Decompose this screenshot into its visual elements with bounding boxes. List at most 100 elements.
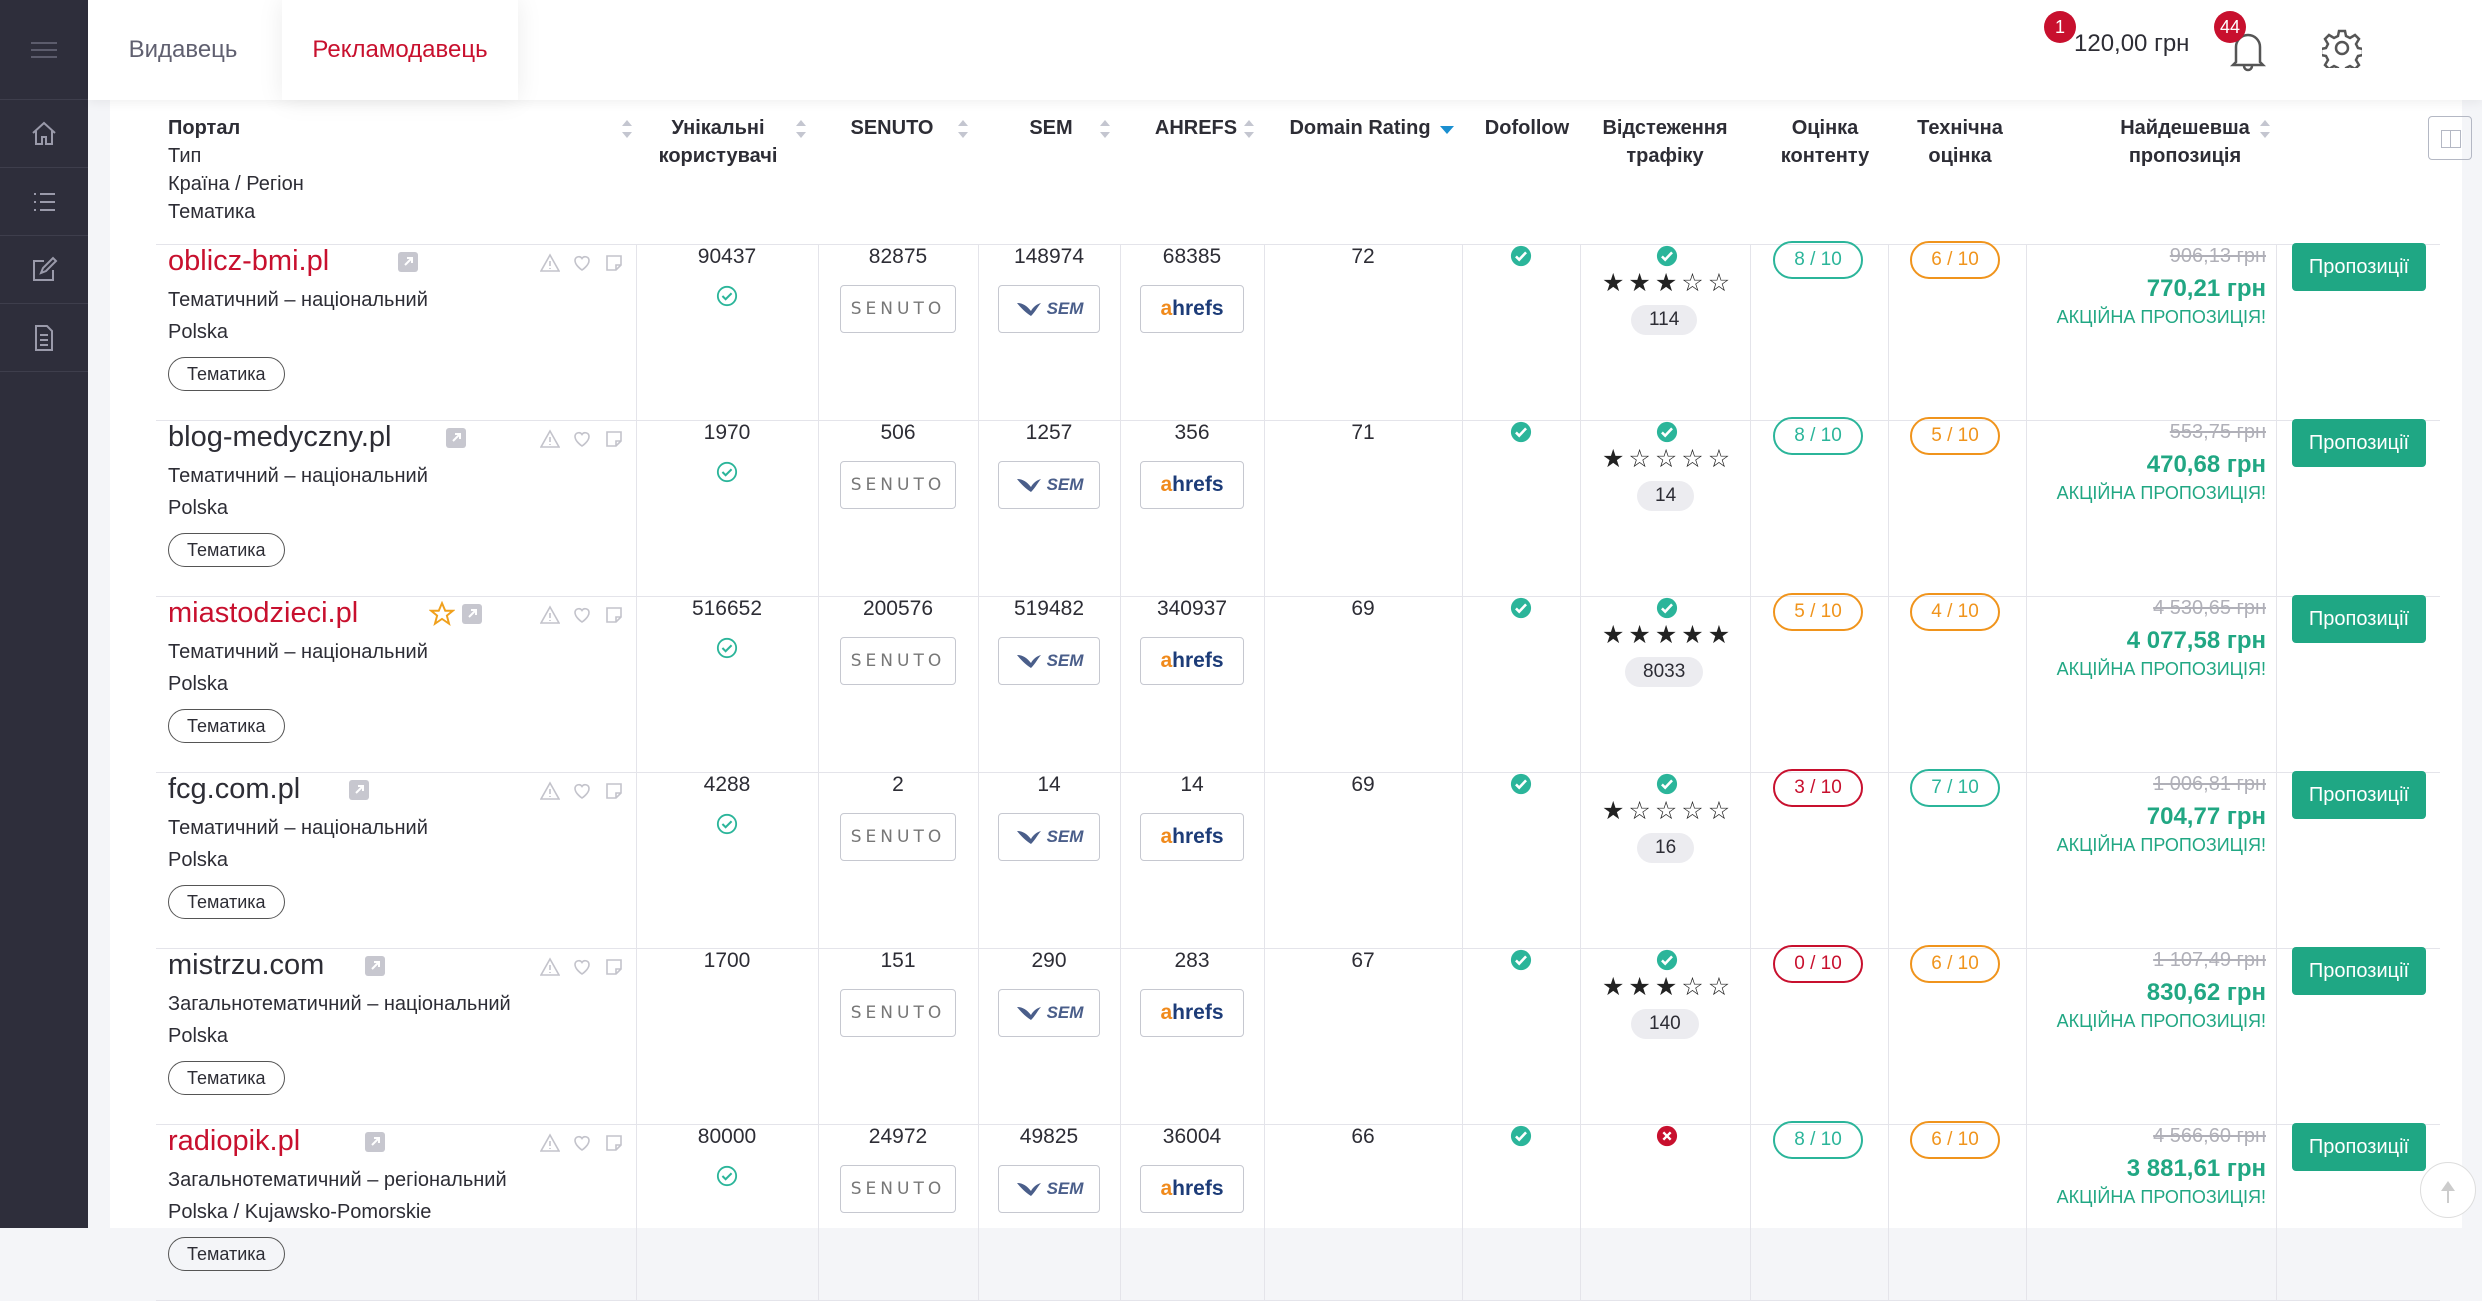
offers-button[interactable]: Пропозиції [2292, 243, 2426, 291]
tab-advertiser[interactable]: Рекламодавець [282, 0, 518, 100]
offers-button[interactable]: Пропозиції [2292, 595, 2426, 643]
senuto-logo-link[interactable]: SENUTO [840, 813, 956, 861]
note-icon[interactable] [604, 781, 624, 806]
favorite-heart-icon[interactable] [572, 253, 592, 278]
favorite-heart-icon[interactable] [572, 429, 592, 454]
sem-logo-link[interactable]: SEM [998, 461, 1100, 509]
sidebar-item-home[interactable] [0, 100, 88, 168]
star-favorite-icon[interactable] [428, 600, 456, 632]
sort-users-icon[interactable] [796, 120, 806, 138]
report-warning-icon[interactable] [539, 253, 561, 278]
sort-active-icon[interactable] [1440, 126, 1454, 134]
sidebar-item-list[interactable] [0, 168, 88, 236]
topic-tag[interactable]: Тематика [168, 1237, 285, 1271]
ahrefs-logo-link[interactable]: ahrefs [1140, 1165, 1244, 1213]
topic-tag[interactable]: Тематика [168, 1061, 285, 1095]
report-warning-icon[interactable] [539, 1133, 561, 1158]
sem-value: 148974 [1013, 245, 1085, 268]
col-sem[interactable]: SEM [1029, 117, 1073, 139]
column-divider [2276, 597, 2277, 772]
col-senuto[interactable]: SENUTO [850, 117, 934, 139]
portal-domain-link[interactable]: miastodzieci.pl [168, 597, 359, 629]
report-warning-icon[interactable] [539, 605, 561, 630]
ahrefs-logo-link[interactable]: ahrefs [1140, 813, 1244, 861]
col-cheapest[interactable]: Найдешевша пропозиція [2120, 117, 2250, 167]
report-warning-icon[interactable] [539, 429, 561, 454]
ahrefs-logo-a: a [1160, 649, 1173, 672]
balance[interactable]: 120,00 грн [2074, 30, 2190, 57]
topic-tag[interactable]: Тематика [168, 885, 285, 919]
col-traffic[interactable]: Відстеження трафіку [1602, 117, 1728, 167]
external-link-icon[interactable] [397, 251, 419, 278]
col-ahrefs[interactable]: AHREFS [1154, 117, 1238, 139]
note-icon[interactable] [604, 253, 624, 278]
sort-sem-icon[interactable] [1100, 120, 1110, 138]
sort-senuto-icon[interactable] [958, 120, 968, 138]
report-warning-icon[interactable] [539, 957, 561, 982]
tech-score-badge: 6 / 10 [1910, 1121, 2000, 1159]
note-icon[interactable] [604, 957, 624, 982]
sort-ahrefs-icon[interactable] [1244, 120, 1254, 138]
portal-domain-link[interactable]: fcg.com.pl [168, 773, 301, 805]
external-link-icon[interactable] [364, 1131, 386, 1158]
column-divider [1750, 421, 1751, 596]
topic-tag[interactable]: Тематика [168, 709, 285, 743]
favorite-heart-icon[interactable] [572, 957, 592, 982]
offers-button[interactable]: Пропозиції [2292, 771, 2426, 819]
external-link-icon[interactable] [348, 779, 370, 806]
menu-toggle-button[interactable] [0, 0, 88, 100]
column-divider [1580, 773, 1581, 948]
topic-tag[interactable]: Тематика [168, 533, 285, 567]
settings-button[interactable] [2319, 28, 2365, 75]
col-tech-score[interactable]: Технічна оцінка [1917, 117, 2003, 167]
col-portal[interactable]: Портал Тип Країна / Регіон Тематика [168, 114, 304, 226]
note-icon[interactable] [604, 1133, 624, 1158]
senuto-logo-link[interactable]: SENUTO [840, 461, 956, 509]
star-filled-icon: ★ [1654, 973, 1678, 1001]
sidebar-item-document[interactable] [0, 304, 88, 372]
column-settings-button[interactable] [2428, 116, 2472, 160]
portal-domain-link[interactable]: mistrzu.com [168, 949, 325, 981]
report-warning-icon[interactable] [539, 781, 561, 806]
topic-tag[interactable]: Тематика [168, 357, 285, 391]
portal-domain-link[interactable]: oblicz-bmi.pl [168, 245, 330, 277]
portal-domain-link[interactable]: blog-medyczny.pl [168, 421, 392, 453]
sem-logo-link[interactable]: SEM [998, 637, 1100, 685]
tab-publisher[interactable]: Видавець [128, 36, 238, 63]
external-link-icon[interactable] [445, 427, 467, 454]
sem-logo-link[interactable]: SEM [998, 989, 1100, 1037]
sem-logo-link[interactable]: SEM [998, 813, 1100, 861]
star-empty-icon: ☆ [1681, 269, 1704, 297]
offers-button[interactable]: Пропозиції [2292, 1123, 2426, 1171]
col-domain-rating[interactable]: Domain Rating [1289, 117, 1431, 139]
sem-logo-link[interactable]: SEM [998, 285, 1100, 333]
col-unique-users[interactable]: Унікальні користувачі [658, 117, 778, 167]
favorite-heart-icon[interactable] [572, 605, 592, 630]
note-icon[interactable] [604, 605, 624, 630]
col-content-score[interactable]: Оцінка контенту [1780, 117, 1870, 167]
senuto-logo-link[interactable]: SENUTO [840, 637, 956, 685]
table-row: fcg.com.pl Тематичний – національний Polsk… [156, 769, 2440, 949]
sort-portal-icon[interactable] [622, 120, 632, 138]
external-link-icon[interactable] [364, 955, 386, 982]
ahrefs-logo-link[interactable]: ahrefs [1140, 989, 1244, 1037]
offers-button[interactable]: Пропозиції [2292, 419, 2426, 467]
ahrefs-logo-link[interactable]: ahrefs [1140, 285, 1244, 333]
scroll-top-button[interactable] [2420, 1162, 2476, 1218]
ahrefs-logo-link[interactable]: ahrefs [1140, 637, 1244, 685]
senuto-logo-link[interactable]: SENUTO [840, 1165, 956, 1213]
ahrefs-logo-link[interactable]: ahrefs [1140, 461, 1244, 509]
sem-logo-link[interactable]: SEM [998, 1165, 1100, 1213]
external-link-icon[interactable] [461, 603, 483, 630]
senuto-logo-link[interactable]: SENUTO [840, 989, 956, 1037]
portal-domain-link[interactable]: radiopik.pl [168, 1125, 301, 1157]
favorite-heart-icon[interactable] [572, 781, 592, 806]
favorite-heart-icon[interactable] [572, 1133, 592, 1158]
note-icon[interactable] [604, 429, 624, 454]
senuto-logo-link[interactable]: SENUTO [840, 285, 956, 333]
offers-button[interactable]: Пропозиції [2292, 947, 2426, 995]
notifications-button[interactable] [2228, 28, 2268, 77]
sidebar-item-edit[interactable] [0, 236, 88, 304]
sort-price-icon[interactable] [2260, 120, 2270, 138]
col-dofollow[interactable]: Dofollow [1484, 117, 1570, 139]
